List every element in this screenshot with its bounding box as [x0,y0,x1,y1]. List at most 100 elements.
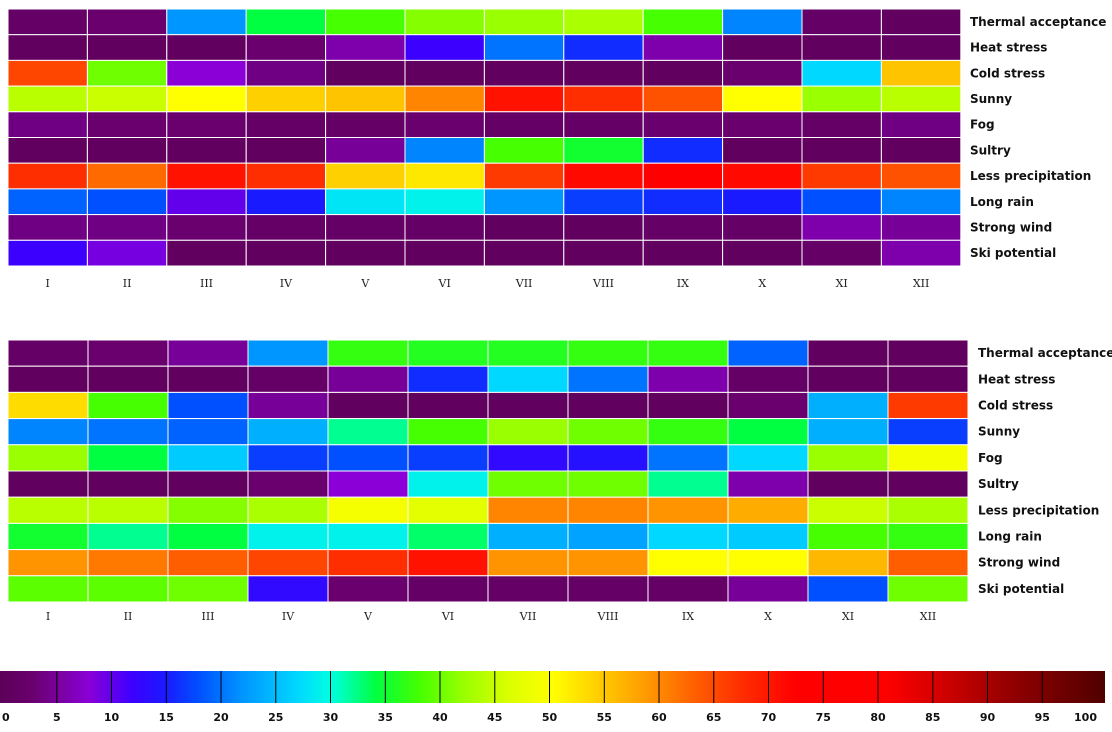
heatmap-cell [167,339,249,367]
heatmap-cell [327,575,409,603]
heatmap-cell [727,470,809,498]
heatmap-cell [247,391,329,420]
colorbar-tick-label: 100 [1074,711,1097,724]
colorbar-tick-label: 60 [651,711,667,724]
heatmap-cell [87,365,169,393]
heatmap-cell [727,365,809,393]
heatmap-cell [167,496,249,524]
heatmap-cell [327,339,409,367]
row-label: Thermal acceptance [978,346,1112,360]
month-label: VIII [597,610,619,623]
heatmap-cell [727,339,809,367]
heatmap-cell [325,137,406,164]
heatmap-cell [563,214,644,241]
heatmap-cell [567,391,649,420]
heatmap-cell [407,522,489,551]
heatmap-cell [642,188,724,216]
heatmap-cell [245,111,327,139]
heatmap-cell [407,365,489,393]
heatmap-cell [567,365,649,393]
heatmap-cell [7,111,88,139]
heatmap-cell [407,339,489,367]
heatmap-cell [167,522,249,551]
heatmap-cell [567,339,649,367]
heatmap-cell [487,391,569,420]
heatmap-cell [325,188,406,216]
heatmap-cell [407,391,489,420]
heatmap-cell [567,470,649,498]
heatmap-cell [87,418,169,446]
heatmap-cell [87,470,169,498]
heatmap-cell [247,418,329,446]
heatmap-cell [404,188,485,216]
heatmap-cell [245,85,327,113]
heatmap-cell [167,575,249,603]
heatmap-cell [247,575,329,603]
heatmap-cell [327,549,409,577]
heatmap-cell [642,8,724,36]
heatmap-cell [880,239,962,267]
heatmap-2: Thermal acceptance Heat stress Cold stress… [7,339,1112,623]
heatmap-cell [567,496,649,524]
row-label: Fog [978,451,1003,465]
heatmap-cell [245,214,327,241]
heatmap-cell [807,470,889,498]
heatmap-cell [722,85,803,113]
heatmap-cell [801,34,882,61]
heatmap-cell [407,496,489,524]
colorbar-tick-label: 30 [323,711,339,724]
heatmap-cell [642,214,724,241]
heatmap-cell [722,8,803,36]
heatmap-cell [7,214,88,241]
heatmap-cell [247,365,329,393]
colorbar-tick-label: 55 [597,711,612,724]
heatmap-cell [807,391,889,420]
row-label: Sultry [970,143,1011,157]
heatmap-cell [245,8,327,36]
heatmap-cell [327,496,409,524]
heatmap-cell [7,522,89,551]
heatmap-cell [7,137,88,164]
heatmap-cell [325,8,406,36]
heatmap-cell [722,188,803,216]
heatmap-cell [166,111,247,139]
heatmap-cell [727,549,809,577]
heatmap-cell [722,59,803,87]
heatmap-cell [245,239,327,267]
heatmap-cell [7,59,88,87]
heatmap-cell [801,214,882,241]
colorbar: 0 5 10 15 20 25 30 35 40 45 50 55 60 65 70 75 80 85 90 95 10… [0,671,1105,724]
heatmap-cell [642,111,724,139]
heatmap-cell [483,59,565,87]
heatmap-cell [801,8,882,36]
heatmap-cell [7,391,89,420]
heatmap-cell [567,444,649,472]
heatmap-cell [880,188,962,216]
heatmap-cell [325,34,406,61]
heatmap-cell [887,418,969,446]
heatmap-cell [727,418,809,446]
month-label: IV [282,610,295,623]
heatmap-cell [483,214,565,241]
heatmap-cell [404,239,485,267]
heatmap-cell [647,444,729,472]
month-label: I [46,610,50,623]
heatmap-cell [887,365,969,393]
month-label: IX [682,610,694,623]
row-label: Sunny [978,425,1020,439]
heatmap-cell [86,85,168,113]
colorbar-gradient [0,671,1105,703]
heatmap-cell [407,470,489,498]
heatmap-cell [327,391,409,420]
row-label: Heat stress [978,372,1055,386]
colorbar-tick-label: 20 [213,711,229,724]
heatmap-cell [801,239,882,267]
month-label: VI [438,277,451,290]
colorbar-tick-label: 50 [542,711,558,724]
heatmap-cell [7,85,88,113]
heatmap-cell [880,137,962,164]
heatmap-cell [727,522,809,551]
heatmap-cell [642,85,724,113]
heatmap-cell [722,162,803,190]
